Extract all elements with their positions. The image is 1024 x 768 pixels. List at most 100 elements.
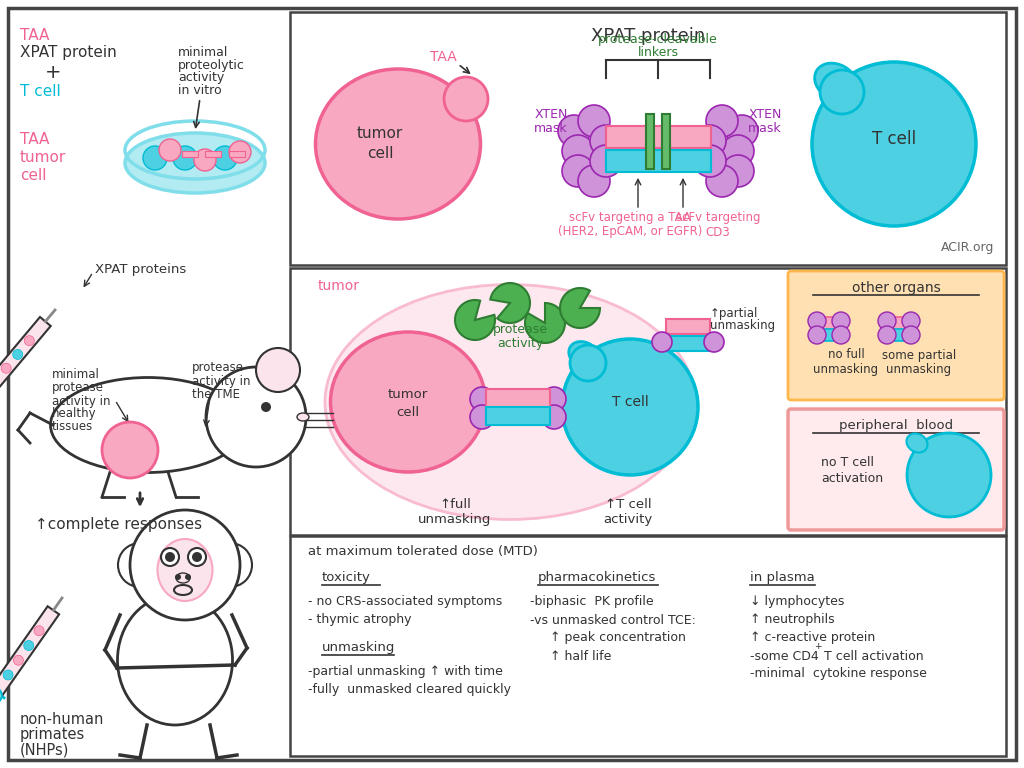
Circle shape bbox=[1, 363, 11, 373]
Ellipse shape bbox=[331, 332, 485, 472]
Circle shape bbox=[470, 387, 494, 411]
Text: tumor: tumor bbox=[20, 151, 67, 165]
Text: - thymic atrophy: - thymic atrophy bbox=[308, 614, 412, 627]
Text: some partial: some partial bbox=[882, 349, 956, 362]
Circle shape bbox=[193, 552, 202, 562]
Text: scFv targeting a TAA: scFv targeting a TAA bbox=[569, 210, 691, 223]
Text: T cell activation: T cell activation bbox=[820, 650, 924, 663]
Wedge shape bbox=[560, 288, 600, 328]
Circle shape bbox=[188, 548, 206, 566]
Circle shape bbox=[261, 402, 271, 412]
Text: pharmacokinetics: pharmacokinetics bbox=[538, 571, 656, 584]
Circle shape bbox=[185, 574, 191, 580]
Circle shape bbox=[175, 574, 181, 580]
Circle shape bbox=[562, 155, 594, 187]
Text: TAA: TAA bbox=[430, 50, 457, 64]
Circle shape bbox=[256, 348, 300, 392]
Wedge shape bbox=[455, 300, 495, 340]
Circle shape bbox=[118, 543, 162, 587]
Text: in vitro: in vitro bbox=[178, 84, 221, 98]
Wedge shape bbox=[525, 303, 565, 343]
Text: unmasking: unmasking bbox=[710, 319, 775, 332]
Polygon shape bbox=[0, 606, 59, 697]
Circle shape bbox=[705, 332, 724, 352]
Circle shape bbox=[143, 146, 167, 170]
Text: peripheral  blood: peripheral blood bbox=[839, 419, 953, 432]
Circle shape bbox=[590, 145, 622, 177]
Circle shape bbox=[694, 145, 726, 177]
Ellipse shape bbox=[125, 133, 265, 193]
Circle shape bbox=[130, 510, 240, 620]
Text: ↑partial: ↑partial bbox=[710, 306, 759, 319]
Bar bbox=[486, 389, 550, 407]
Circle shape bbox=[34, 626, 44, 636]
Text: +: + bbox=[814, 642, 821, 651]
Bar bbox=[884, 317, 914, 329]
Text: -some CD4: -some CD4 bbox=[750, 650, 819, 663]
Bar bbox=[814, 317, 844, 329]
Bar bbox=[666, 336, 710, 351]
Text: - no CRS-associated symptoms: - no CRS-associated symptoms bbox=[308, 595, 502, 608]
Ellipse shape bbox=[315, 69, 480, 219]
Text: protease: protease bbox=[493, 323, 548, 336]
Circle shape bbox=[902, 326, 920, 344]
Circle shape bbox=[24, 641, 34, 650]
Text: -minimal  cytokine response: -minimal cytokine response bbox=[750, 667, 927, 680]
Text: ↑T cell: ↑T cell bbox=[605, 498, 651, 511]
Ellipse shape bbox=[325, 284, 695, 519]
Circle shape bbox=[173, 146, 197, 170]
Text: activity in: activity in bbox=[193, 375, 251, 388]
Ellipse shape bbox=[158, 539, 213, 601]
Text: T cell: T cell bbox=[872, 130, 916, 148]
Text: -vs unmasked control TCE:: -vs unmasked control TCE: bbox=[530, 614, 696, 627]
Text: primates: primates bbox=[20, 727, 85, 743]
Text: ↑ neutrophils: ↑ neutrophils bbox=[750, 614, 835, 627]
Text: tissues: tissues bbox=[52, 421, 93, 433]
Text: ↑complete responses: ↑complete responses bbox=[35, 518, 202, 532]
Text: XTEN: XTEN bbox=[535, 108, 567, 121]
Text: at maximum tolerated dose (MTD): at maximum tolerated dose (MTD) bbox=[308, 545, 538, 558]
Text: unmasking: unmasking bbox=[419, 512, 492, 525]
Circle shape bbox=[706, 165, 738, 197]
Bar bbox=[606, 150, 711, 172]
Bar bbox=[884, 329, 914, 341]
Text: other organs: other organs bbox=[852, 281, 940, 295]
Ellipse shape bbox=[297, 413, 309, 421]
Circle shape bbox=[194, 149, 216, 171]
Text: XTEN: XTEN bbox=[749, 108, 781, 121]
Bar bbox=[182, 151, 198, 157]
Ellipse shape bbox=[118, 595, 232, 725]
Polygon shape bbox=[0, 317, 51, 402]
Text: minimal: minimal bbox=[52, 369, 100, 382]
Circle shape bbox=[706, 105, 738, 137]
Bar bbox=[290, 536, 1006, 756]
Text: ↑full: ↑full bbox=[439, 498, 471, 511]
Circle shape bbox=[542, 405, 566, 429]
Circle shape bbox=[570, 345, 606, 381]
Bar bbox=[662, 114, 670, 169]
Text: toxicity: toxicity bbox=[322, 571, 371, 584]
Circle shape bbox=[808, 326, 826, 344]
Circle shape bbox=[878, 326, 896, 344]
Circle shape bbox=[161, 548, 179, 566]
Ellipse shape bbox=[568, 342, 599, 369]
Circle shape bbox=[808, 312, 826, 330]
Text: tumor: tumor bbox=[388, 388, 428, 400]
Text: protease: protease bbox=[193, 362, 244, 375]
Circle shape bbox=[562, 135, 594, 167]
Circle shape bbox=[558, 115, 590, 147]
Text: unmasking: unmasking bbox=[887, 362, 951, 376]
Text: (NHPs): (NHPs) bbox=[20, 743, 70, 757]
Text: ↓ lymphocytes: ↓ lymphocytes bbox=[750, 595, 845, 608]
Circle shape bbox=[902, 312, 920, 330]
Bar bbox=[486, 407, 550, 425]
Circle shape bbox=[102, 422, 158, 478]
Circle shape bbox=[831, 312, 850, 330]
Circle shape bbox=[578, 165, 610, 197]
Circle shape bbox=[3, 670, 13, 680]
Text: activity: activity bbox=[603, 512, 652, 525]
Text: mask: mask bbox=[535, 123, 568, 135]
Text: cell: cell bbox=[367, 147, 393, 161]
Text: -partial unmasking ↑ with time: -partial unmasking ↑ with time bbox=[308, 666, 503, 678]
Text: protease-cleavable: protease-cleavable bbox=[598, 34, 718, 47]
